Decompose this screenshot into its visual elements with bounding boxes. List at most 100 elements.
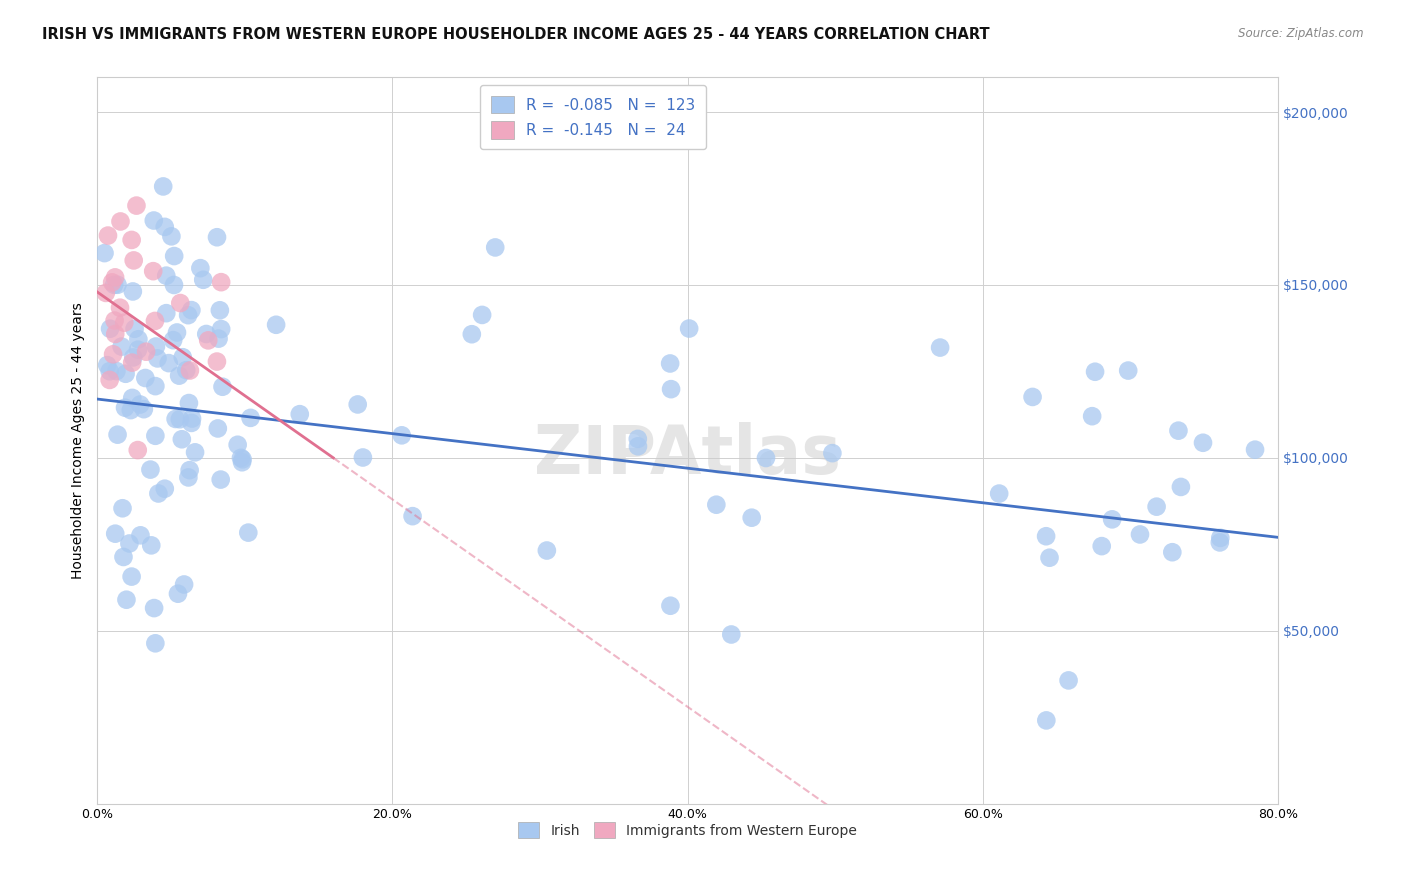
Point — [239, 410, 262, 425]
Point — [229, 450, 252, 465]
Y-axis label: Householder Income Ages 25 - 44 years: Householder Income Ages 25 - 44 years — [72, 302, 86, 579]
Point — [104, 526, 127, 541]
Point — [145, 339, 167, 353]
Point — [288, 407, 311, 421]
Point — [211, 380, 233, 394]
Text: ZIPAtlas: ZIPAtlas — [534, 422, 841, 488]
Point — [180, 416, 202, 430]
Point — [121, 233, 143, 247]
Point — [105, 364, 128, 378]
Point — [173, 577, 195, 591]
Point — [1161, 545, 1184, 559]
Point — [195, 326, 218, 341]
Point — [209, 275, 232, 289]
Point — [231, 455, 253, 469]
Text: IRISH VS IMMIGRANTS FROM WESTERN EUROPE HOUSEHOLDER INCOME AGES 25 - 44 YEARS CO: IRISH VS IMMIGRANTS FROM WESTERN EUROPE … — [42, 27, 990, 42]
Point — [1167, 424, 1189, 438]
Point — [110, 214, 132, 228]
Point — [177, 396, 200, 410]
Point — [1091, 539, 1114, 553]
Point — [205, 354, 228, 368]
Point — [1209, 535, 1232, 549]
Point — [143, 601, 166, 615]
Point — [346, 397, 368, 411]
Point — [143, 314, 166, 328]
Point — [1057, 673, 1080, 688]
Point — [145, 429, 167, 443]
Point — [157, 356, 180, 370]
Point — [1192, 435, 1215, 450]
Point — [96, 358, 118, 372]
Point — [162, 333, 184, 347]
Point — [98, 322, 121, 336]
Point — [181, 411, 204, 425]
Point — [461, 327, 484, 342]
Legend: Irish, Immigrants from Western Europe: Irish, Immigrants from Western Europe — [513, 817, 862, 844]
Point — [153, 482, 176, 496]
Point — [484, 240, 506, 254]
Point — [180, 303, 202, 318]
Point — [163, 277, 186, 292]
Point — [238, 525, 260, 540]
Point — [98, 364, 121, 378]
Point — [1035, 714, 1057, 728]
Point — [93, 246, 115, 260]
Point — [1021, 390, 1043, 404]
Point — [145, 379, 167, 393]
Point — [129, 528, 152, 542]
Point — [659, 382, 682, 396]
Point — [112, 549, 135, 564]
Point — [103, 277, 125, 292]
Point — [190, 261, 212, 276]
Point — [1081, 409, 1104, 424]
Point — [111, 501, 134, 516]
Point — [167, 368, 190, 383]
Point — [118, 536, 141, 550]
Point — [627, 439, 650, 453]
Point — [536, 543, 558, 558]
Point — [1209, 531, 1232, 545]
Point — [108, 301, 131, 315]
Point — [122, 253, 145, 268]
Point — [167, 587, 190, 601]
Point — [226, 438, 249, 452]
Point — [114, 367, 136, 381]
Point — [205, 230, 228, 244]
Point — [122, 351, 145, 365]
Point — [121, 285, 143, 299]
Point — [179, 363, 201, 377]
Point — [678, 321, 700, 335]
Point — [129, 398, 152, 412]
Point — [169, 296, 191, 310]
Point — [94, 285, 117, 300]
Point — [121, 356, 143, 370]
Point — [121, 569, 143, 583]
Point — [127, 443, 149, 458]
Point — [391, 428, 413, 442]
Point — [101, 276, 124, 290]
Point — [1084, 365, 1107, 379]
Point — [115, 592, 138, 607]
Point — [104, 270, 127, 285]
Point — [124, 322, 146, 336]
Point — [988, 486, 1011, 500]
Point — [207, 332, 229, 346]
Point — [1035, 529, 1057, 543]
Point — [704, 498, 727, 512]
Point — [127, 343, 149, 357]
Point — [659, 356, 682, 370]
Point — [142, 213, 165, 227]
Point — [209, 322, 232, 336]
Point — [197, 334, 219, 348]
Point — [471, 308, 494, 322]
Point — [264, 318, 287, 332]
Point — [165, 412, 187, 426]
Point — [163, 249, 186, 263]
Point — [1116, 363, 1139, 377]
Point — [114, 401, 136, 415]
Point — [111, 340, 134, 354]
Point — [1129, 527, 1152, 541]
Point — [104, 326, 127, 341]
Point — [166, 326, 188, 340]
Point — [107, 277, 129, 292]
